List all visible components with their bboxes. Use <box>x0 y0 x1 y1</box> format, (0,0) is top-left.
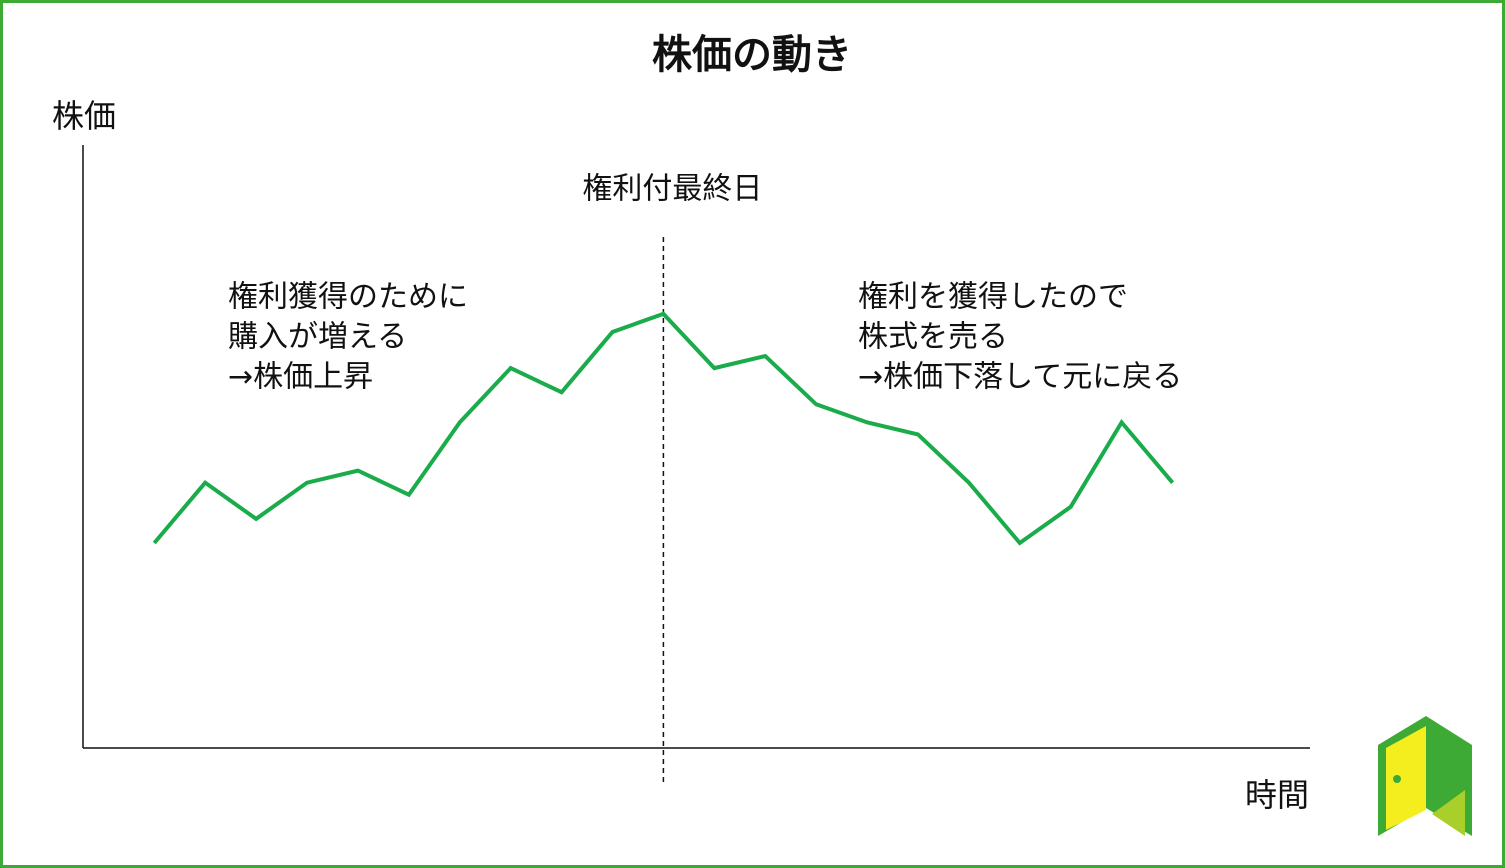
chart-title: 株価の動き <box>652 32 852 78</box>
annotation: 購入が増える <box>228 320 407 355</box>
annotation: 株式を売る <box>858 320 1008 355</box>
annotation: 権利獲得のために <box>228 280 468 315</box>
logo <box>1378 716 1472 836</box>
y-axis-label: 株価 <box>52 97 116 135</box>
annotation: →株価下落して元に戻る <box>858 360 1182 395</box>
annotation: →株価上昇 <box>228 360 373 395</box>
event-label: 権利付最終日 <box>582 172 762 207</box>
annotation: 権利を獲得したので <box>858 280 1128 315</box>
x-axis-label: 時間 <box>1245 776 1309 814</box>
price-line <box>152 311 1175 546</box>
